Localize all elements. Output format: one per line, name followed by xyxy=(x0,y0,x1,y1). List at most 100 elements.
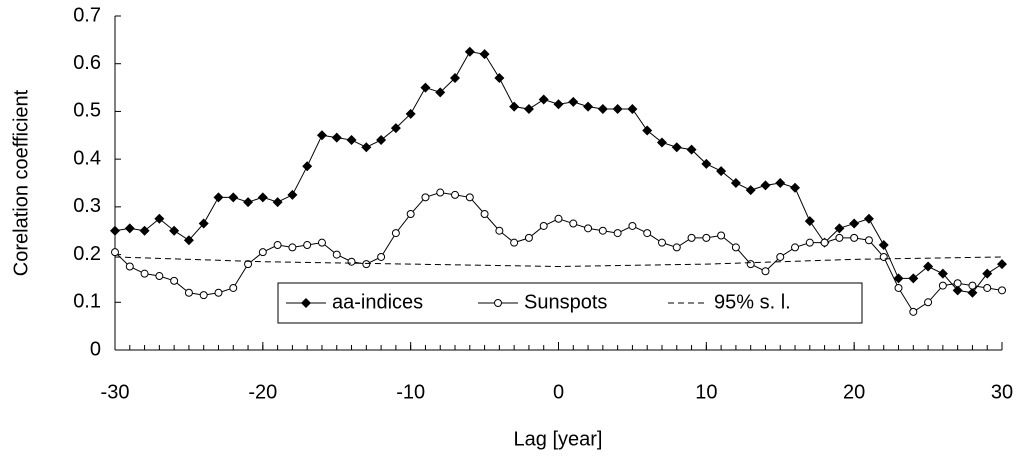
data-point xyxy=(213,192,224,203)
data-point xyxy=(923,261,934,272)
data-point xyxy=(878,240,889,251)
data-point xyxy=(569,219,578,228)
y-tick-label: 0.3 xyxy=(73,195,101,217)
data-point xyxy=(524,233,533,242)
data-point xyxy=(405,108,416,119)
data-point xyxy=(804,216,815,227)
y-axis-label: Corelation coefficient xyxy=(10,89,32,276)
data-point xyxy=(776,252,785,261)
data-point xyxy=(450,73,461,84)
data-point xyxy=(775,178,786,188)
data-point xyxy=(464,46,475,57)
data-point xyxy=(495,226,504,235)
legend-marker xyxy=(301,298,311,308)
legend-label: 95% s. l. xyxy=(714,291,791,313)
data-point xyxy=(110,225,120,236)
data-point xyxy=(346,135,357,146)
x-tick-label: 30 xyxy=(991,381,1013,403)
data-point xyxy=(864,236,873,245)
legend-label: Sunspots xyxy=(524,291,607,313)
data-point xyxy=(983,283,992,292)
data-point xyxy=(377,252,386,261)
data-point xyxy=(435,87,446,98)
data-point xyxy=(835,233,844,242)
data-point xyxy=(997,259,1007,270)
data-point xyxy=(952,285,963,296)
data-point xyxy=(154,213,165,224)
data-point xyxy=(420,82,431,93)
data-point xyxy=(316,130,327,141)
data-point xyxy=(731,243,740,252)
data-point xyxy=(746,260,755,269)
data-point xyxy=(288,243,297,252)
data-point xyxy=(332,250,341,259)
data-point xyxy=(760,180,771,191)
data-point xyxy=(480,210,489,219)
data-point xyxy=(272,197,283,208)
y-tick-label: 0 xyxy=(90,338,101,360)
data-point xyxy=(790,182,801,193)
data-point xyxy=(390,123,401,134)
data-point xyxy=(111,248,119,257)
data-point xyxy=(745,185,756,196)
data-point xyxy=(687,233,696,242)
data-point xyxy=(628,221,637,230)
data-point xyxy=(686,144,697,155)
data-point xyxy=(805,238,814,247)
data-point xyxy=(243,197,254,208)
data-point xyxy=(850,233,859,242)
data-point xyxy=(331,132,342,143)
data-point xyxy=(139,225,150,236)
data-point xyxy=(893,273,904,284)
data-point xyxy=(982,268,993,279)
data-point xyxy=(863,213,874,224)
data-point xyxy=(303,241,312,250)
data-point xyxy=(834,223,845,234)
data-point xyxy=(791,243,800,252)
data-point xyxy=(465,193,474,202)
data-point xyxy=(702,233,711,242)
data-point xyxy=(924,298,933,307)
data-point xyxy=(347,257,356,266)
series-line xyxy=(114,256,1003,268)
data-point xyxy=(597,104,608,115)
data-point xyxy=(287,189,298,200)
data-point xyxy=(510,238,519,247)
data-point xyxy=(183,235,194,246)
data-point xyxy=(642,125,653,136)
data-point xyxy=(937,268,948,279)
data-point xyxy=(643,229,652,238)
data-point xyxy=(701,158,712,169)
data-point xyxy=(436,188,445,197)
data-point xyxy=(613,229,622,238)
y-tick-label: 0.4 xyxy=(73,147,101,169)
x-axis-label: Lag [year] xyxy=(514,428,603,450)
x-tick-label: 20 xyxy=(843,381,865,403)
data-point xyxy=(494,73,505,84)
data-point xyxy=(909,307,918,316)
data-point xyxy=(717,231,726,240)
data-point xyxy=(523,104,534,115)
data-point xyxy=(584,224,593,233)
data-point xyxy=(391,229,400,238)
data-point xyxy=(761,267,770,276)
data-point xyxy=(894,283,903,292)
data-point xyxy=(229,283,238,292)
data-point xyxy=(125,262,134,271)
data-point xyxy=(509,101,520,112)
data-point xyxy=(998,286,1006,295)
data-point xyxy=(258,248,267,257)
data-point xyxy=(198,218,209,229)
data-point xyxy=(244,260,253,269)
data-point xyxy=(671,142,682,153)
data-point xyxy=(938,281,947,290)
legend-label: aa-indices xyxy=(332,291,423,313)
data-point xyxy=(656,137,667,148)
x-tick-label: -20 xyxy=(248,381,277,403)
data-point xyxy=(539,221,548,230)
data-point xyxy=(451,190,460,199)
data-point xyxy=(228,192,239,203)
y-tick-label: 0.7 xyxy=(73,4,101,26)
data-point xyxy=(124,223,135,234)
data-point xyxy=(730,178,741,188)
